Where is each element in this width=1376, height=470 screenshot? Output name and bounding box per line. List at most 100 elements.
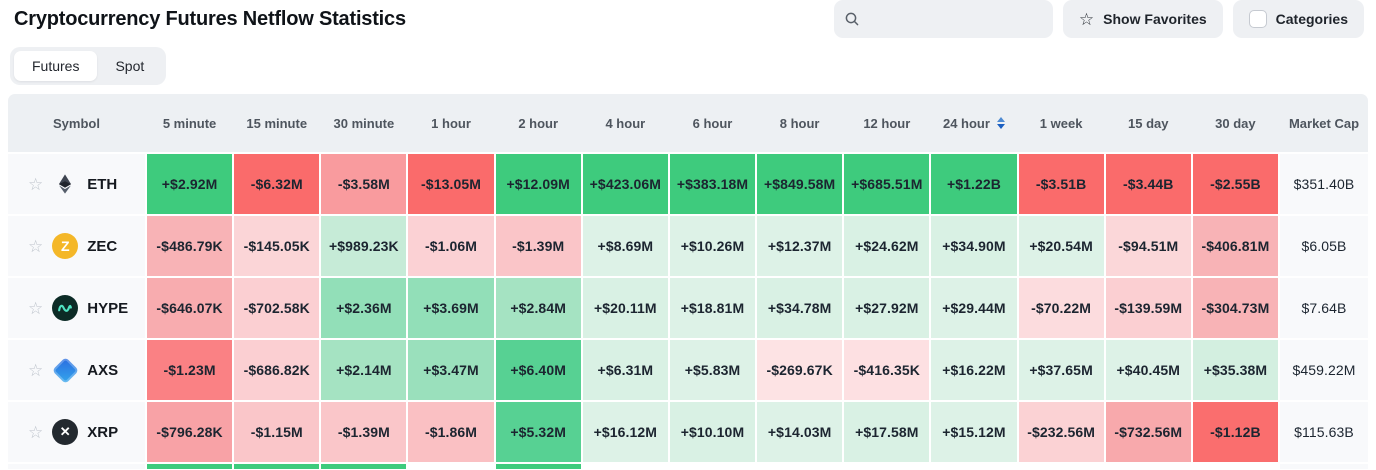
symbol-label: HYPE (87, 299, 129, 317)
tab-spot[interactable]: Spot (115, 58, 145, 74)
categories-checkbox[interactable] (1248, 10, 1267, 28)
zec-glyph: Z (60, 238, 70, 254)
column-header-15-minute[interactable]: 15 minute (234, 94, 319, 152)
netflow-cell: -$702.58K (234, 278, 320, 338)
top-bar: Cryptocurrency Futures Netflow Statistic… (0, 0, 1376, 38)
netflow-cell: -$3.51B (1018, 154, 1104, 214)
column-header-12-hour[interactable]: 12 hour (844, 94, 929, 152)
netflow-cell: +$20.11M (582, 278, 668, 338)
netflow-cell: -$1.06M (408, 216, 494, 276)
netflow-cell: +$34.90M (931, 216, 1017, 276)
netflow-cell: -$1.15M (234, 402, 320, 462)
symbol-cell: ☆ HYPE (8, 278, 145, 338)
xrp-glyph: ✕ (59, 424, 71, 439)
favorite-star-icon[interactable]: ☆ (28, 236, 44, 256)
search-box[interactable] (833, 0, 1053, 38)
netflow-cell: +$15.12M (931, 402, 1017, 462)
netflow-cell (844, 464, 930, 469)
column-header-1-hour[interactable]: 1 hour (408, 94, 493, 152)
netflow-cell: +$12.09M (495, 154, 581, 214)
netflow-cell: +$2.14M (321, 340, 407, 400)
hype-coin-icon (52, 295, 79, 321)
column-header-30-day[interactable]: 30 day (1193, 94, 1278, 152)
symbol-cell: ☆ ✕ XRP (8, 402, 145, 462)
netflow-cell: +$5.32M (495, 402, 581, 462)
symbol-cell: ☆ ETH (8, 154, 145, 214)
tab-futures[interactable]: Futures (14, 51, 98, 81)
top-controls: ☆ Show Favorites Categories (833, 0, 1364, 38)
netflow-cell: -$232.56M (1018, 402, 1104, 462)
netflow-cell: +$12.37M (757, 216, 843, 276)
netflow-cell: +$37.65M (1018, 340, 1104, 400)
favorite-star-icon[interactable]: ☆ (28, 422, 44, 442)
netflow-cell: +$27.92M (844, 278, 930, 338)
netflow-cell (234, 464, 320, 469)
column-header-24-hour[interactable]: 24 hour (931, 94, 1016, 152)
netflow-cell: +$10.10M (669, 402, 756, 462)
symbol-cell (8, 464, 145, 469)
axs-coin-icon (51, 356, 79, 384)
table-body: ☆ ETH +$2.92M -$6.32M -$3.58M -$13.05M +$12.09… (8, 154, 1368, 462)
sort-up-arrow (996, 117, 1005, 122)
column-header-label: 1 hour (431, 115, 471, 131)
netflow-cell (757, 464, 843, 469)
netflow-cell: -$6.32M (234, 154, 320, 214)
netflow-cell: +$989.23K (321, 216, 407, 276)
column-header-symbol[interactable]: Symbol (8, 94, 145, 152)
column-header-market-cap[interactable]: Market Cap (1280, 94, 1368, 152)
netflow-cell (931, 464, 1017, 469)
market-type-tabs: Futures Spot (10, 47, 167, 85)
favorite-star-icon[interactable]: ☆ (28, 298, 44, 318)
market-cap-cell: $351.40B (1280, 154, 1368, 214)
netflow-cell: -$1.23M (147, 340, 233, 400)
column-header-label: 5 minute (162, 115, 217, 131)
show-favorites-button[interactable]: ☆ Show Favorites (1062, 0, 1223, 38)
sort-icon[interactable] (996, 117, 1005, 129)
netflow-cell (408, 464, 494, 469)
netflow-cell (495, 464, 581, 469)
column-header-label: 15 minute (246, 115, 308, 131)
netflow-cell: +$3.69M (408, 278, 494, 338)
column-header-8-hour[interactable]: 8 hour (757, 94, 842, 152)
netflow-cell: -$2.55B (1192, 154, 1278, 214)
favorite-star-icon[interactable]: ☆ (28, 174, 44, 194)
table-row-eth: ☆ ETH +$2.92M -$6.32M -$3.58M -$13.05M +$12.09… (8, 154, 1368, 214)
search-input[interactable] (865, 10, 1043, 28)
column-header-4-hour[interactable]: 4 hour (583, 94, 668, 152)
netflow-cell (1105, 464, 1191, 469)
netflow-cell: -$1.39M (495, 216, 581, 276)
column-header-2-hour[interactable]: 2 hour (496, 94, 581, 152)
categories-button[interactable]: Categories (1232, 0, 1364, 38)
column-header-label: 8 hour (779, 115, 820, 131)
column-header-1-week[interactable]: 1 week (1019, 94, 1104, 152)
netflow-cell: -$269.67K (757, 340, 843, 400)
netflow-cell: +$5.83M (669, 340, 756, 400)
netflow-cell: -$646.07K (147, 278, 233, 338)
netflow-cell: -$732.56M (1105, 402, 1191, 462)
netflow-cell: +$423.06M (582, 154, 668, 214)
column-header-30-minute[interactable]: 30 minute (321, 94, 406, 152)
table-row-hype: ☆ HYPE -$646.07K -$702.58K +$2.36M +$3.69M +$2… (8, 278, 1368, 338)
netflow-cell: -$406.81M (1192, 216, 1278, 276)
market-cap-cell (1280, 464, 1368, 469)
netflow-cell: -$3.58M (321, 154, 407, 214)
netflow-cell: -$486.79K (147, 216, 233, 276)
netflow-cell: +$2.92M (147, 154, 233, 214)
netflow-cell: +$849.58M (757, 154, 843, 214)
netflow-cell: +$16.12M (582, 402, 668, 462)
netflow-cell: +$3.47M (408, 340, 494, 400)
netflow-cell (147, 464, 233, 469)
column-header-5-minute[interactable]: 5 minute (147, 94, 232, 152)
star-icon: ☆ (1078, 9, 1095, 29)
column-header-label: 2 hour (518, 115, 559, 131)
favorite-star-icon[interactable]: ☆ (28, 360, 44, 380)
netflow-cell (321, 464, 407, 469)
column-header-15-day[interactable]: 15 day (1106, 94, 1191, 152)
netflow-cell: -$416.35K (844, 340, 930, 400)
symbol-label: ZEC (87, 237, 118, 255)
categories-label: Categories (1275, 11, 1348, 27)
column-header-6-hour[interactable]: 6 hour (670, 94, 755, 152)
netflow-cell: +$24.62M (844, 216, 930, 276)
symbol-cell: ☆ AXS (8, 340, 145, 400)
column-header-label: 1 week (1039, 115, 1083, 131)
